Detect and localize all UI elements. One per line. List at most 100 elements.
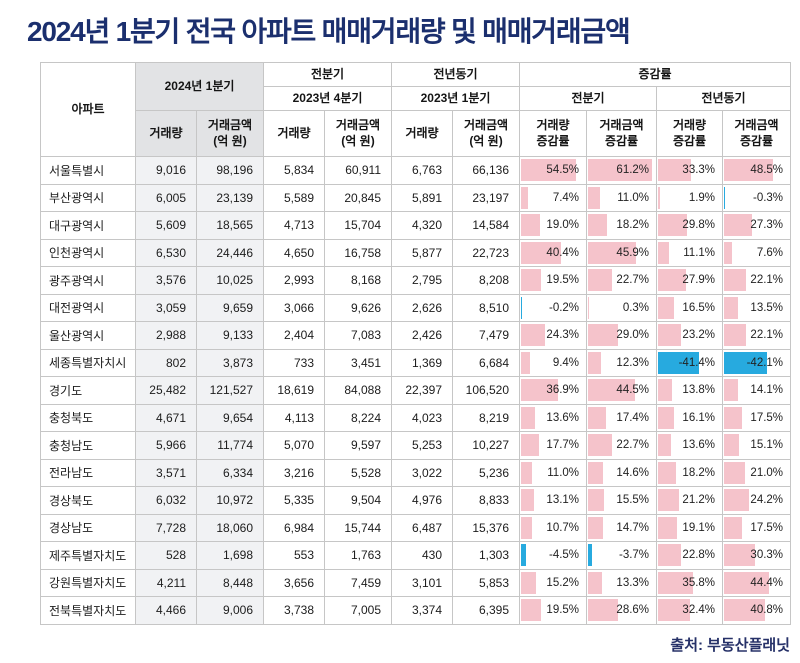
change-value: 29.0% — [616, 329, 650, 342]
value-cell: 11,774 — [195, 431, 265, 460]
change-cell: 61.2% — [586, 156, 658, 185]
header-volume-change-py: 거래량 증감률 — [656, 110, 724, 157]
region-cell: 경상남도 — [40, 513, 136, 542]
change-value: 11.0% — [547, 466, 580, 479]
change-value: 22.7% — [616, 439, 650, 452]
value-cell: 84,088 — [324, 376, 393, 405]
positive-data-bar — [588, 269, 612, 292]
change-cell-wrap: 24.2% — [724, 487, 790, 513]
value-cell: 2,993 — [263, 266, 326, 295]
region-cell: 경상북도 — [40, 486, 136, 515]
header-amount-2024: 거래금액 (억 원) — [195, 110, 265, 157]
header-amount-change-py: 거래금액 증감률 — [722, 110, 792, 157]
positive-data-bar — [658, 461, 676, 484]
value-cell: 6,763 — [391, 156, 454, 185]
page-title: 2024년 1분기 전국 아파트 매매거래량 및 매매거래금액 — [27, 16, 631, 47]
table-row: 제주특별자치도 528 1,698 553 1,763 430 1,303 -4.5% -3.7… — [40, 541, 792, 570]
change-cell: 29.8% — [656, 211, 724, 240]
change-cell: 12.3% — [586, 348, 658, 377]
header-prev-quarter: 전분기 — [263, 62, 393, 87]
value-cell: 1,303 — [452, 541, 521, 570]
positive-data-bar — [521, 461, 533, 484]
change-cell: 35.8% — [656, 568, 724, 597]
value-cell: 5,335 — [263, 486, 326, 515]
value-cell: 6,487 — [391, 513, 454, 542]
change-value: 35.8% — [682, 576, 716, 589]
region-cell: 충청북도 — [40, 403, 136, 432]
change-cell-wrap: 22.1% — [724, 322, 790, 348]
change-value: 21.0% — [750, 466, 784, 479]
positive-data-bar — [724, 434, 740, 457]
value-cell: 4,023 — [391, 403, 454, 432]
positive-data-bar — [658, 599, 690, 622]
value-cell: 6,334 — [195, 458, 265, 487]
change-value: 29.8% — [682, 219, 716, 232]
positive-data-bar — [658, 324, 681, 347]
positive-data-bar — [588, 379, 635, 402]
positive-data-bar — [724, 461, 746, 484]
change-cell-wrap: 29.8% — [658, 212, 722, 238]
value-cell: 5,877 — [391, 238, 454, 267]
value-cell: 18,619 — [263, 376, 326, 405]
value-cell: 8,833 — [452, 486, 521, 515]
change-cell-wrap: 0.3% — [588, 295, 656, 321]
value-cell: 7,083 — [324, 321, 393, 350]
change-cell-wrap: 10.7% — [521, 515, 586, 541]
positive-data-bar — [658, 379, 672, 402]
value-cell: 106,520 — [452, 376, 521, 405]
table-row: 대구광역시 5,609 18,565 4,713 15,704 4,320 14,584 19… — [40, 211, 792, 240]
positive-data-bar — [588, 571, 602, 594]
change-value: 17.5% — [750, 521, 784, 534]
change-value: 13.5% — [750, 301, 784, 314]
change-value: 54.5% — [546, 164, 580, 177]
change-cell: 54.5% — [519, 156, 588, 185]
positive-data-bar — [658, 159, 691, 182]
change-cell-wrap: 44.4% — [724, 570, 790, 596]
change-value: -41.4% — [678, 356, 716, 369]
positive-data-bar — [521, 599, 541, 622]
positive-data-bar — [588, 214, 608, 237]
change-value: 36.9% — [546, 384, 580, 397]
region-cell: 부산광역시 — [40, 183, 136, 212]
value-cell: 98,196 — [195, 156, 265, 185]
header-change-rate: 증감률 — [519, 62, 792, 87]
change-cell: 7.4% — [519, 183, 588, 212]
positive-data-bar — [724, 159, 774, 182]
positive-data-bar — [724, 324, 747, 347]
positive-data-bar — [658, 516, 677, 539]
region-cell: 서울특별시 — [40, 156, 136, 185]
value-cell: 18,565 — [195, 211, 265, 240]
positive-data-bar — [724, 269, 747, 292]
value-cell: 9,016 — [135, 156, 197, 185]
change-cell: 19.1% — [656, 513, 724, 542]
change-cell-wrap: 15.5% — [588, 487, 656, 513]
change-cell-wrap: 16.5% — [658, 295, 722, 321]
positive-data-bar — [724, 296, 738, 319]
value-cell: 3,656 — [263, 568, 326, 597]
change-value: 17.7% — [546, 439, 580, 452]
change-cell-wrap: 17.5% — [724, 515, 790, 541]
change-cell: 7.6% — [722, 238, 792, 267]
value-cell: 14,584 — [452, 211, 521, 240]
change-cell: 18.2% — [656, 458, 724, 487]
change-value: 22.7% — [616, 274, 650, 287]
value-cell: 430 — [391, 541, 454, 570]
positive-data-bar — [521, 324, 546, 347]
value-cell: 9,504 — [324, 486, 393, 515]
change-cell: 11.0% — [586, 183, 658, 212]
positive-data-bar — [521, 186, 529, 209]
value-cell: 3,873 — [195, 348, 265, 377]
header-apartment: 아파트 — [40, 62, 136, 157]
value-cell: 2,795 — [391, 266, 454, 295]
change-cell-wrap: 36.9% — [521, 377, 586, 403]
value-cell: 4,320 — [391, 211, 454, 240]
change-value: 24.2% — [750, 494, 784, 507]
value-cell: 528 — [135, 541, 197, 570]
value-cell: 20,845 — [324, 183, 393, 212]
region-cell: 대구광역시 — [40, 211, 136, 240]
change-cell-wrap: 27.9% — [658, 267, 722, 293]
change-cell-wrap: 15.2% — [521, 570, 586, 596]
change-cell: -3.7% — [586, 541, 658, 570]
region-cell: 대전광역시 — [40, 293, 136, 322]
